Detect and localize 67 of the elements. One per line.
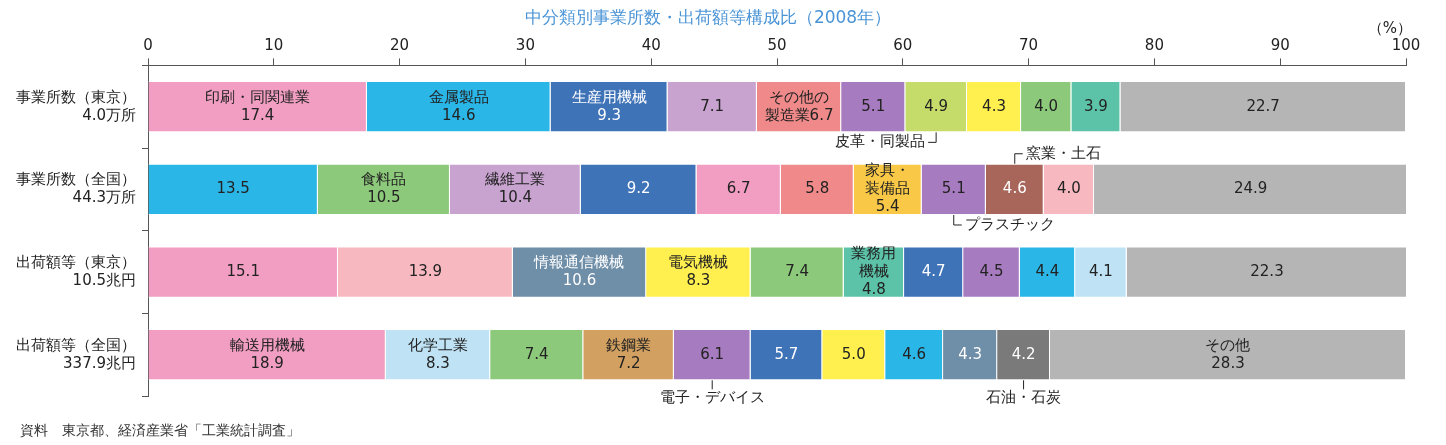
data-label: 22.3 (1250, 261, 1284, 280)
text: 資料 東京都、経済産業省「工業統計調査」 (20, 422, 300, 440)
data-label: 4.0 (1034, 96, 1059, 115)
data-label: 5.7 (774, 344, 799, 363)
data-label: 電気機械 8.3 (668, 252, 729, 289)
data-label: 13.9 (408, 261, 443, 280)
x-tick-label: 30 (515, 36, 535, 55)
x-tick-label: 0 (143, 36, 153, 55)
data-label: 6.7 (726, 179, 751, 198)
y-tick-label: 出荷額等（全国） 337.9兆円 (16, 335, 136, 372)
data-label: 輸送用機械 18.9 (229, 335, 305, 372)
y-tick-label: 事業所数（全国） 44.3万所 (16, 170, 136, 207)
data-label: 3.9 (1083, 96, 1108, 115)
x-tick-label: 70 (1019, 36, 1039, 55)
annotation: 窯業・土石 (1025, 143, 1101, 162)
data-label: 鉄鋼業 7.2 (606, 335, 652, 372)
data-label: 7.4 (785, 261, 810, 280)
data-label: その他 28.3 (1205, 335, 1251, 372)
x-tick-label: 80 (1144, 36, 1164, 55)
annotation: プラスチック (964, 214, 1055, 233)
data-label: 印刷・同関連業 17.4 (205, 87, 311, 124)
x-tick-label: 10 (264, 36, 284, 55)
data-label: 6.1 (700, 344, 725, 363)
x-tick-label: 40 (641, 36, 661, 55)
data-label: 4.4 (1035, 261, 1060, 280)
annotation: 石油・石炭 (986, 387, 1062, 406)
data-label: 15.1 (226, 261, 260, 280)
data-label: 4.1 (1089, 261, 1113, 280)
x-axis-title: （%） (1367, 18, 1412, 37)
y-tick-label: 事業所数（東京） 4.0万所 (16, 87, 136, 124)
data-label: 4.7 (921, 261, 946, 280)
data-label: 4.0 (1056, 179, 1081, 198)
data-label: 4.9 (924, 96, 949, 115)
data-label: 情報通信機械 10.6 (533, 252, 625, 289)
data-label: 7.4 (524, 344, 549, 363)
x-tick-label: 50 (767, 36, 787, 55)
x-tick-label: 60 (893, 36, 913, 55)
data-label: 家具・装備品 5.4 (865, 161, 911, 216)
data-label: 4.6 (1002, 179, 1027, 198)
data-label: 4.3 (982, 96, 1006, 115)
data-label: 4.2 (1011, 344, 1036, 363)
data-label: 13.5 (216, 179, 250, 198)
data-label: 22.7 (1246, 96, 1280, 115)
y-tick-label: 出荷額等（東京） 10.5兆円 (16, 252, 136, 289)
data-label: 7.1 (700, 96, 725, 115)
x-tick-label: 100 (1391, 36, 1421, 55)
data-label: 金属製品 14.6 (428, 87, 489, 124)
data-label: 4.3 (958, 344, 983, 363)
data-label: 9.2 (626, 179, 651, 198)
data-label: 化学工業 8.3 (407, 335, 468, 372)
data-label: 4.5 (979, 261, 1004, 280)
annotation: 皮革・同製品 (835, 132, 926, 151)
x-tick-label: 90 (1270, 36, 1290, 55)
data-label: 24.9 (1233, 179, 1268, 198)
data-label: 生産用機械 9.3 (571, 87, 647, 124)
data-label: 業務用機械 4.8 (851, 243, 897, 298)
chart-title: 中分類別事業所数・出荷額等構成比（2008年） (524, 6, 892, 27)
data-label: 5.1 (941, 179, 966, 198)
x-tick-label: 20 (390, 36, 410, 55)
annotation: 電子・デバイス (659, 387, 765, 406)
data-label: 4.6 (902, 344, 927, 363)
data-label: 繊維工業 10.4 (484, 170, 546, 207)
data-label: その他の製造業6.7 (764, 87, 834, 124)
data-label: 食料品 10.5 (361, 170, 407, 207)
data-label: 5.8 (805, 179, 830, 198)
data-label: 5.0 (841, 344, 866, 363)
data-label: 5.1 (861, 96, 886, 115)
